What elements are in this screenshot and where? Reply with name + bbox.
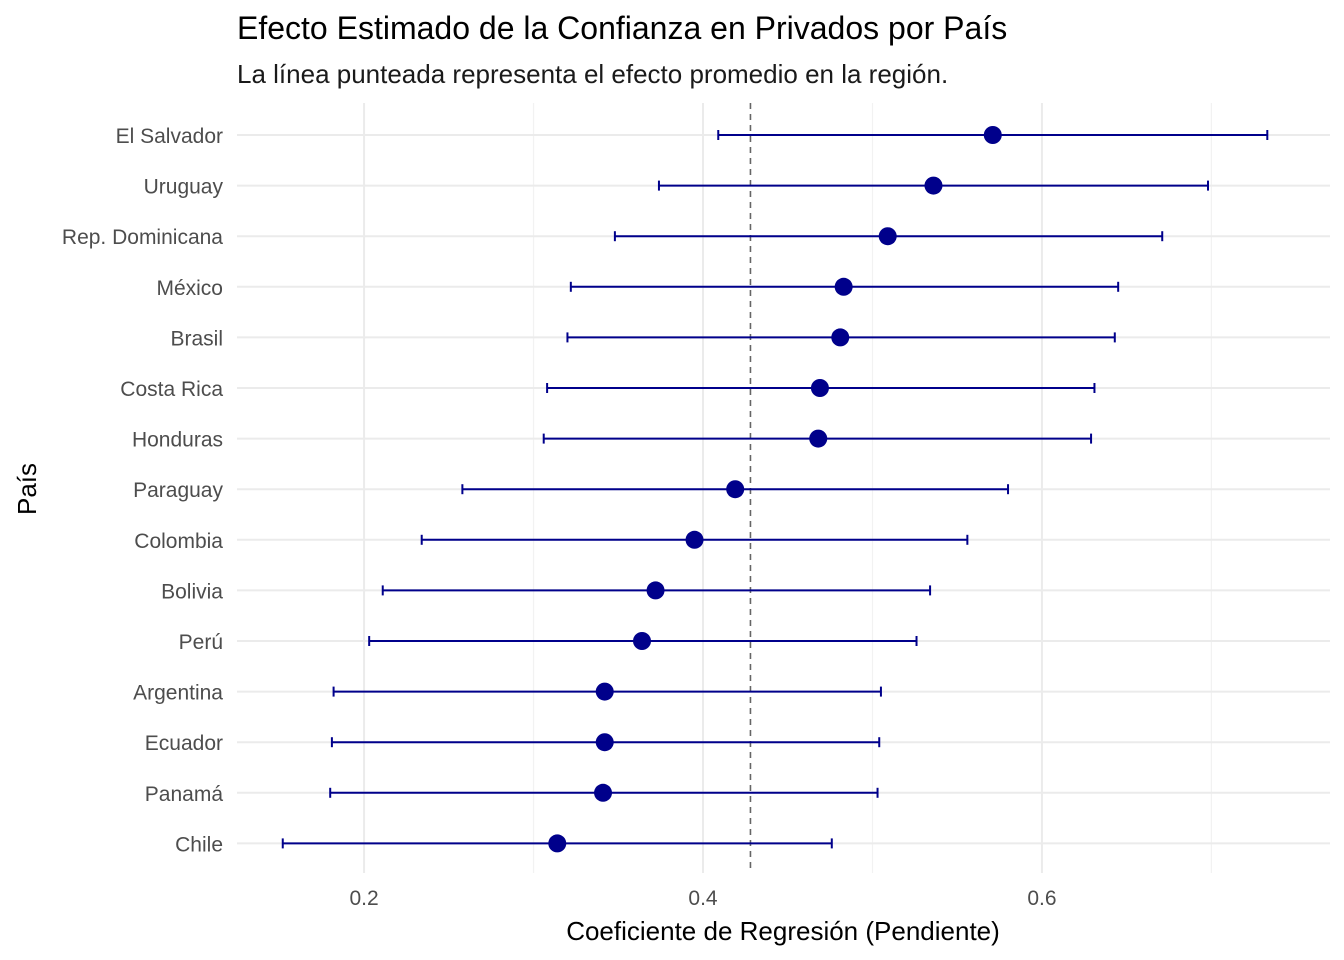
chart-title: Efecto Estimado de la Confianza en Priva… xyxy=(237,10,1008,46)
data-point xyxy=(809,429,828,448)
y-tick-label: Panamá xyxy=(145,783,224,806)
data-point xyxy=(685,530,704,549)
y-tick-label: El Salvador xyxy=(116,125,223,148)
data-point xyxy=(878,227,897,246)
data-point xyxy=(924,176,943,195)
data-point xyxy=(810,379,829,397)
points xyxy=(548,126,1002,853)
data-point xyxy=(595,682,614,701)
y-tick-label: Ecuador xyxy=(145,732,223,755)
x-axis-title: Coeficiente de Regresión (Pendiente) xyxy=(566,916,1000,946)
y-axis-title: País xyxy=(12,463,42,515)
data-point xyxy=(594,783,613,802)
data-point xyxy=(633,632,652,650)
y-axis-ticks: Chile Panamá Ecuador Argentina Perú Bolivia Co… xyxy=(62,125,224,856)
y-tick-label: Costa Rica xyxy=(120,378,223,401)
x-tick-label: 0.6 xyxy=(1027,887,1056,910)
y-tick-label: Uruguay xyxy=(144,176,224,199)
x-axis-ticks: 0.2 0.4 0.6 xyxy=(349,887,1056,910)
data-point xyxy=(983,126,1002,144)
y-tick-label: Paraguay xyxy=(133,479,223,502)
y-tick-label: Honduras xyxy=(132,429,223,452)
grid xyxy=(237,103,1330,873)
x-tick-label: 0.2 xyxy=(349,887,378,910)
data-point xyxy=(834,277,853,296)
data-point xyxy=(831,328,850,347)
y-tick-label: México xyxy=(156,277,223,300)
y-tick-label: Brasil xyxy=(170,327,223,350)
data-point xyxy=(548,834,567,853)
data-point xyxy=(646,581,665,600)
y-tick-label: Rep. Dominicana xyxy=(62,226,223,249)
data-point xyxy=(726,480,745,499)
chart-subtitle: La línea punteada representa el efecto p… xyxy=(237,59,949,89)
y-tick-label: Argentina xyxy=(133,682,223,705)
x-tick-label: 0.4 xyxy=(688,887,718,910)
y-tick-label: Colombia xyxy=(134,530,223,553)
data-point xyxy=(595,733,614,752)
y-tick-label: Bolivia xyxy=(161,580,223,603)
y-tick-label: Perú xyxy=(179,631,223,654)
y-tick-label: Chile xyxy=(175,833,223,856)
